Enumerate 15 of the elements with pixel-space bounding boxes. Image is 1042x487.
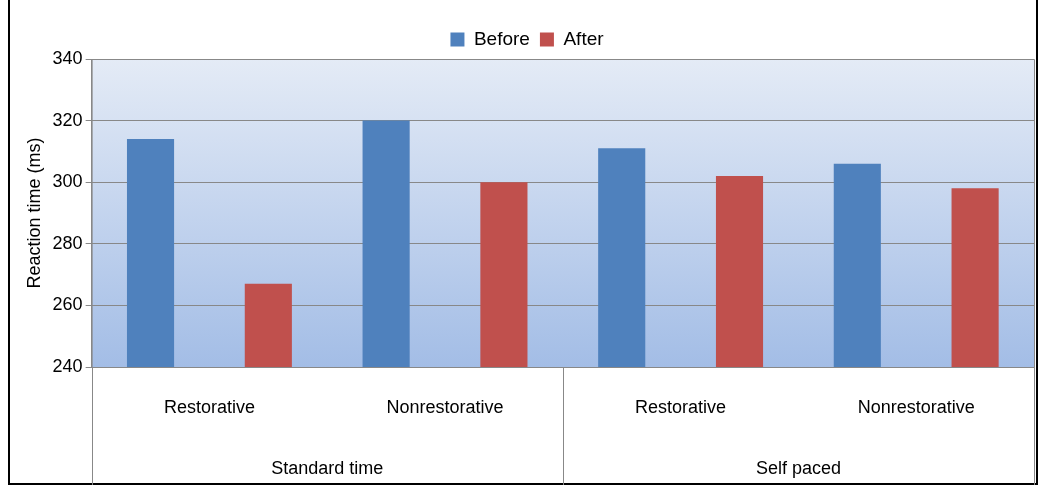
y-tick-label: 340 (52, 47, 83, 68)
x-tick-label: Nonrestorative (386, 396, 504, 417)
legend-label: Before (473, 27, 530, 49)
y-tick-label: 320 (52, 109, 83, 130)
text: Standard time (271, 457, 384, 478)
y-tick-label: 260 (52, 294, 83, 315)
y-tick-label: 300 (52, 171, 83, 192)
text: Self paced (755, 457, 841, 478)
x-tick-label: Nonrestorative (857, 396, 975, 417)
y-axis-title: Reaction time (ms) (23, 137, 44, 289)
legend-label: After (563, 27, 605, 49)
y-tick-label: 240 (52, 355, 83, 376)
x-tick-label: Restorative (635, 396, 727, 417)
x-tick-label: Restorative (163, 396, 255, 417)
y-tick-label: 280 (52, 232, 83, 253)
